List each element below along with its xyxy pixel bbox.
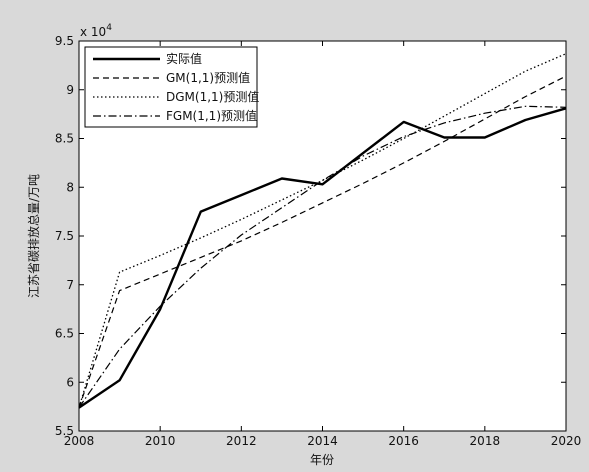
legend-label-1: 实际值 xyxy=(166,51,202,66)
ticks-layer: 2008 2010 2012 2014 2016 2018 2020 5.5 6 6.5 7 7.5 8… xyxy=(55,34,581,448)
x-tick-label: 2008 xyxy=(64,434,95,448)
y-multiplier-exponent: 4 xyxy=(106,23,112,33)
y-tick-label: 8 xyxy=(66,180,74,194)
y-tick-label: 6.5 xyxy=(55,327,74,341)
series-line-4 xyxy=(78,105,567,408)
y-tick-label: 5.5 xyxy=(55,424,74,438)
series-layer xyxy=(78,53,567,409)
series-line-1 xyxy=(78,107,567,409)
y-tick-label: 8.5 xyxy=(55,132,74,146)
legend: 实际值 GM(1,1)预测值 DGM(1,1)预测值 FGM(1,1)预测值 xyxy=(84,46,259,128)
y-tick-label: 7 xyxy=(66,278,74,292)
x-tick-label: 2018 xyxy=(470,434,501,448)
y-multiplier-label: x 104 xyxy=(80,23,112,39)
legend-box xyxy=(84,46,258,128)
series-line-2 xyxy=(78,75,567,408)
x-tick-label: 2012 xyxy=(226,434,257,448)
x-axis-label: 年份 xyxy=(310,453,334,467)
y-axis-label: 江苏省碳排放总量/万吨 xyxy=(26,174,41,298)
legend-label-3: DGM(1,1)预测值 xyxy=(166,89,259,104)
x-tick-label: 2016 xyxy=(388,434,419,448)
x-tick-label: 2010 xyxy=(145,434,176,448)
x-tick-label: 2014 xyxy=(307,434,338,448)
y-tick-label: 6 xyxy=(66,375,74,389)
y-tick-label: 7.5 xyxy=(55,229,74,243)
x-tick-label: 2020 xyxy=(551,434,582,448)
series-line-3 xyxy=(78,53,567,408)
y-tick-label: 9 xyxy=(66,83,74,97)
legend-label-2: GM(1,1)预测值 xyxy=(166,70,250,85)
legend-label-4: FGM(1,1)预测值 xyxy=(166,108,257,123)
y-tick-label: 9.5 xyxy=(55,34,74,48)
